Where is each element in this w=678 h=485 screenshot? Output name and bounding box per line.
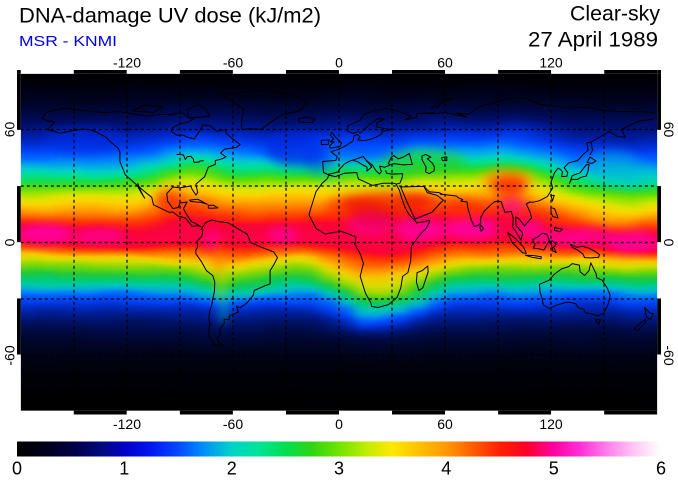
svg-text:-60: -60 xyxy=(223,55,243,71)
svg-text:0: 0 xyxy=(335,416,343,432)
svg-text:-60: -60 xyxy=(1,345,17,365)
svg-text:0: 0 xyxy=(12,459,22,479)
svg-text:1: 1 xyxy=(119,459,129,479)
svg-text:-60: -60 xyxy=(661,345,677,365)
svg-text:-60: -60 xyxy=(223,416,243,432)
svg-text:60: 60 xyxy=(437,416,453,432)
svg-text:-120: -120 xyxy=(113,416,141,432)
svg-text:Clear-sky: Clear-sky xyxy=(570,3,660,26)
svg-text:120: 120 xyxy=(539,416,563,432)
svg-text:0: 0 xyxy=(661,239,677,247)
svg-text:27 April 1989: 27 April 1989 xyxy=(528,28,658,51)
svg-text:3: 3 xyxy=(334,459,344,479)
svg-text:6: 6 xyxy=(656,459,666,479)
svg-text:60: 60 xyxy=(661,122,677,138)
svg-text:5: 5 xyxy=(549,459,559,479)
svg-text:60: 60 xyxy=(437,55,453,71)
svg-text:DNA-damage UV dose (kJ/m2): DNA-damage UV dose (kJ/m2) xyxy=(19,5,321,28)
svg-text:60: 60 xyxy=(1,122,17,138)
svg-text:2: 2 xyxy=(227,459,237,479)
svg-text:0: 0 xyxy=(1,238,17,246)
svg-text:MSR - KNMI: MSR - KNMI xyxy=(19,34,117,50)
svg-text:-120: -120 xyxy=(113,55,141,71)
svg-text:120: 120 xyxy=(539,55,563,71)
svg-text:4: 4 xyxy=(441,459,451,479)
svg-text:0: 0 xyxy=(335,55,343,71)
